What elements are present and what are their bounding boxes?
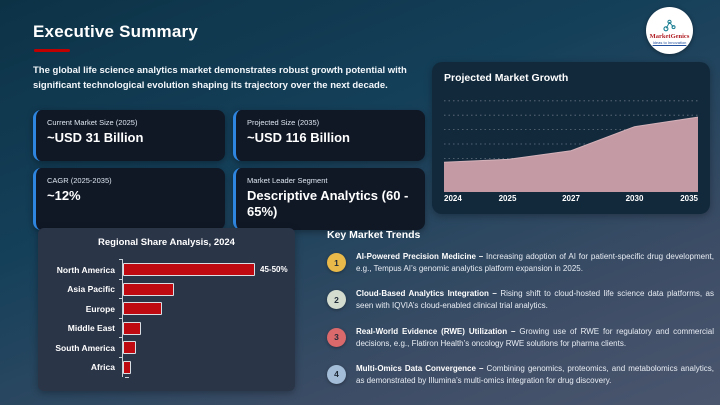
key-market-trends: Key Market Trends 1 AI-Powered Precision…: [325, 229, 714, 400]
stat-card-leader-segment: Market Leader Segment Descriptive Analyt…: [233, 168, 425, 230]
regional-bar-chart: North America 45-50% Asia Pacific Europe Mid…: [48, 259, 288, 378]
trend-number-badge: 1: [327, 253, 346, 272]
bar: [123, 321, 142, 335]
trend-item-1: 1 AI-Powered Precision Medicine – Increa…: [325, 251, 714, 275]
area-chart-x-axis: 2024 2025 2027 2030 2035: [444, 194, 698, 204]
trend-text: Multi-Omics Data Convergence – Combining…: [356, 363, 714, 387]
growth-chart-title: Projected Market Growth: [444, 72, 569, 84]
bar-category-label: Europe: [85, 303, 115, 314]
bar: [123, 341, 136, 355]
trend-description: Combining genomics, proteomics, and meta…: [356, 363, 714, 386]
stat-card-value: ~USD 31 Billion: [47, 130, 144, 145]
trend-number-badge: 2: [327, 290, 346, 310]
bar: [123, 282, 175, 296]
stat-card-value: Descriptive Analytics (60 - 65%): [247, 188, 409, 220]
stat-card-projected-size: Projected Size (2035) ~USD 116 Billion: [233, 110, 425, 161]
bar-category-label: Middle East: [67, 323, 115, 334]
stat-card-label: Market Leader Segment: [247, 176, 328, 185]
projected-market-growth-panel: Projected Market Growth 2024 2025 2027 2030…: [432, 62, 710, 214]
brand-tagline: Ideas to Innovation: [652, 39, 687, 45]
trends-title: Key Market Trends: [327, 229, 421, 241]
molecule-icon: [663, 19, 676, 31]
bar-category-label: Asia Pacific: [67, 284, 115, 295]
regional-share-panel: Regional Share Analysis, 2024 North Amer…: [38, 228, 295, 391]
bar-row: Europe: [48, 298, 287, 319]
bar-row: Africa: [48, 356, 287, 377]
bar: [123, 360, 132, 374]
bar-category-label: South America: [55, 342, 115, 353]
trend-description: Growing use of RWE for regulatory and co…: [356, 326, 714, 348]
trend-text: Real-World Evidence (RWE) Utilization – …: [356, 326, 714, 350]
trend-heading: Real-World Evidence (RWE) Utilization –: [356, 326, 516, 336]
x-axis-tick-label: 2035: [680, 194, 698, 203]
regional-chart-title: Regional Share Analysis, 2024: [98, 237, 235, 248]
x-axis-tick-label: 2025: [498, 194, 517, 203]
trend-number-badge: 4: [327, 364, 346, 384]
trend-description: Rising shift to cloud-hosted life scienc…: [356, 289, 714, 311]
brand-name: MarketGenics: [649, 32, 690, 40]
title-underline: [34, 49, 70, 52]
trend-heading: Cloud-Based Analytics Integration –: [356, 289, 497, 299]
trend-text: Cloud-Based Analytics Integration – Risi…: [356, 288, 714, 312]
bar-zone: 45-50%: [119, 259, 288, 280]
trend-number-badge: 3: [327, 327, 346, 347]
bar-value-label: 45-50%: [260, 265, 288, 275]
trend-item-4: 4 Multi-Omics Data Convergence – Combini…: [325, 363, 714, 387]
stat-card-cagr: CAGR (2025-2035) ~12%: [33, 168, 225, 230]
stat-cards: Current Market Size (2025) ~USD 31 Billi…: [33, 110, 425, 230]
x-axis-tick-label: 2024: [444, 194, 462, 203]
bar-row: South America: [48, 337, 287, 358]
bar-category-label: Africa: [90, 362, 115, 373]
trend-text: AI-Powered Precision Medicine – Increasi…: [356, 251, 714, 275]
trend-heading: Multi-Omics Data Convergence –: [356, 363, 484, 373]
stat-card-value: ~USD 116 Billion: [247, 130, 350, 145]
stat-card-label: Projected Size (2035): [247, 118, 320, 127]
bar-zone: [119, 278, 287, 299]
bar-zone: [119, 317, 287, 338]
trend-item-3: 3 Real-World Evidence (RWE) Utilization …: [325, 326, 714, 350]
bar: [123, 302, 162, 316]
x-axis-tick-label: 2027: [562, 194, 580, 203]
bar-zone: [119, 356, 287, 377]
stat-card-label: Current Market Size (2025): [47, 118, 138, 127]
bar-row: North America 45-50%: [48, 259, 288, 280]
page-title: Executive Summary: [33, 22, 198, 41]
intro-text: The global life science analytics market…: [33, 65, 407, 92]
bar-row: Asia Pacific: [48, 278, 287, 299]
bar-category-label: North America: [56, 264, 115, 275]
bar-zone: [119, 298, 287, 319]
trend-item-2: 2 Cloud-Based Analytics Integration – Ri…: [325, 288, 714, 312]
x-axis-tick-label: 2030: [625, 194, 644, 203]
bar: [123, 263, 255, 277]
bar-row: Middle East: [48, 317, 287, 338]
trend-description: Increasing adoption of AI for patient-sp…: [356, 252, 714, 274]
stat-card-label: CAGR (2025-2035): [47, 176, 112, 185]
stat-card-value: ~12%: [47, 188, 81, 203]
area-chart: [443, 96, 699, 192]
brand-logo: MarketGenics Ideas to Innovation: [646, 7, 693, 54]
trend-heading: AI-Powered Precision Medicine –: [356, 252, 484, 261]
stat-card-current-size: Current Market Size (2025) ~USD 31 Billi…: [33, 110, 225, 161]
bar-zone: [119, 337, 287, 358]
